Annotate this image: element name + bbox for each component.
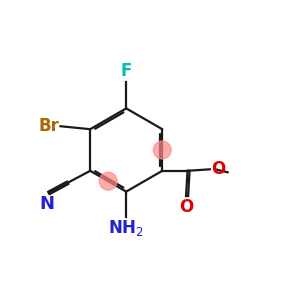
Text: N: N (40, 195, 55, 213)
Text: O: O (211, 160, 225, 178)
Text: O: O (179, 198, 194, 216)
Text: Br: Br (38, 117, 59, 135)
Text: F: F (121, 62, 132, 80)
Circle shape (99, 172, 117, 190)
Text: NH$_2$: NH$_2$ (108, 218, 144, 239)
Circle shape (153, 141, 171, 159)
